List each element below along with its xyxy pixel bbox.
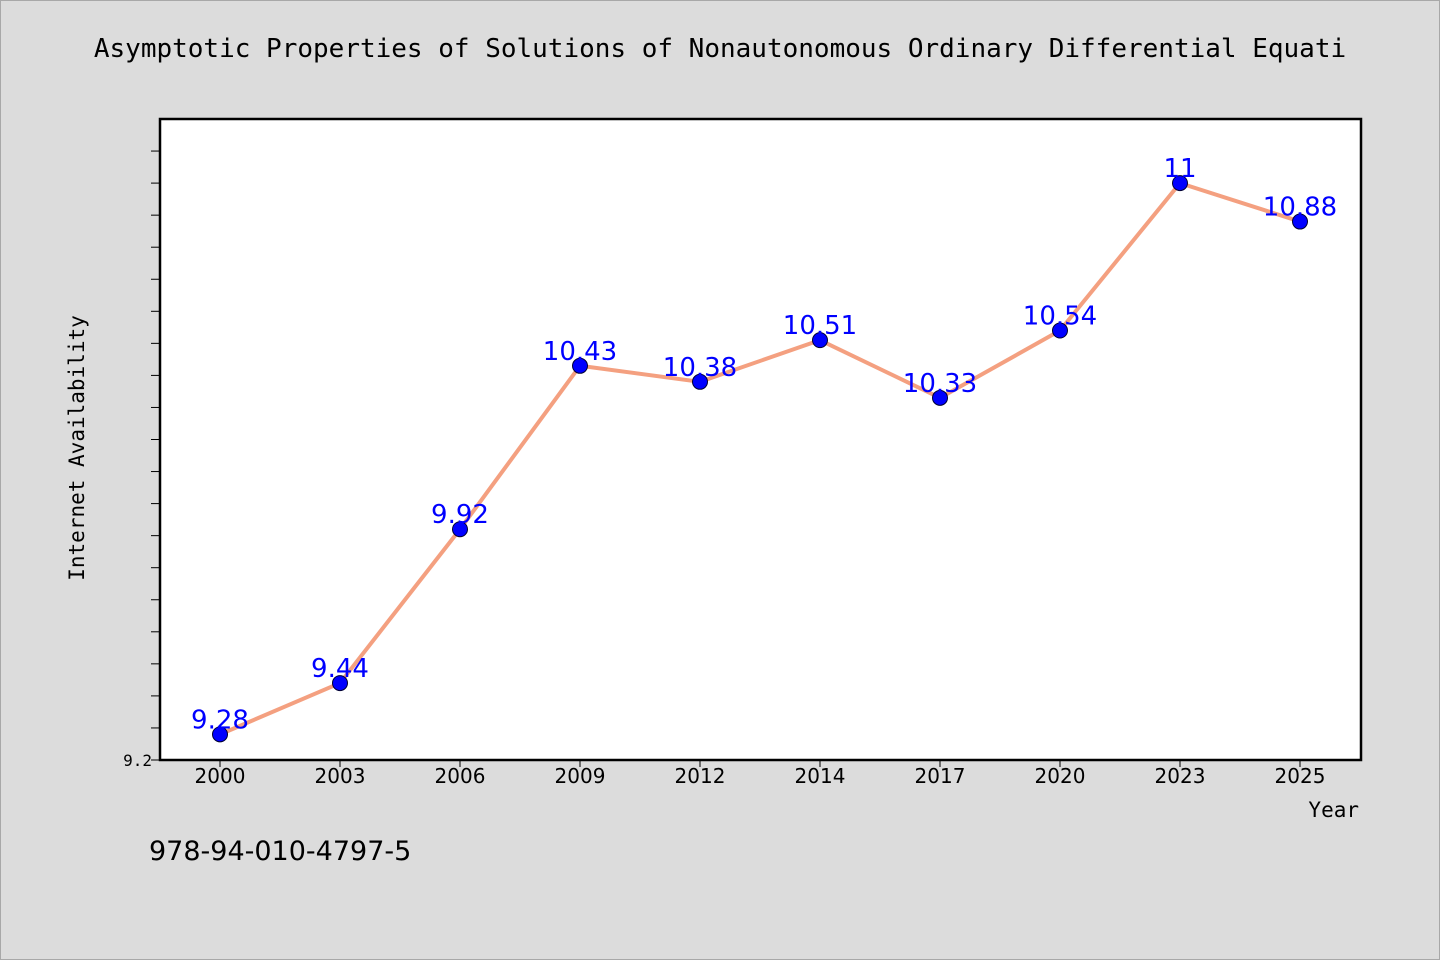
data-point <box>692 373 708 390</box>
data-label: 10.88 <box>1263 193 1337 223</box>
data-label: 11 <box>1163 154 1196 184</box>
x-tick-label: 2006 <box>435 764 486 788</box>
data-points <box>212 175 1308 743</box>
data-labels: 9.28 9.44 9.92 10.43 10.38 10.51 10.33 10.54 11 1… <box>191 154 1337 735</box>
series-line <box>219 181 1301 737</box>
data-label: 9.28 <box>191 705 249 735</box>
y-axis-label: Internet Availability <box>65 315 89 581</box>
footnote-isbn: 978-94-010-4797-5 <box>149 836 412 867</box>
data-point <box>452 521 468 538</box>
data-point <box>572 357 588 374</box>
x-tick-label: 2020 <box>1035 764 1086 788</box>
data-label: 10.33 <box>903 369 977 399</box>
x-tick-label: 2025 <box>1275 764 1326 788</box>
x-tick-label: 2000 <box>195 764 246 788</box>
data-label: 10.51 <box>783 311 857 341</box>
data-label: 9.92 <box>431 500 489 530</box>
x-axis-label: Year <box>1308 798 1359 822</box>
data-label: 10.54 <box>1023 302 1097 332</box>
x-axis-ticks: 2000 2003 2006 2009 2012 2014 2017 2020 2023 2025 <box>195 760 1326 788</box>
x-tick-label: 2023 <box>1155 764 1206 788</box>
data-point <box>212 726 228 743</box>
y-tick-label: 9.2 <box>123 751 152 770</box>
data-point <box>1292 213 1308 230</box>
x-tick-label: 2009 <box>555 764 606 788</box>
chart-title: Asymptotic Properties of Solutions of No… <box>93 34 1347 64</box>
x-tick-label: 2017 <box>915 764 966 788</box>
data-point <box>1172 175 1188 192</box>
y-axis-ticks: 9.2 <box>123 150 160 770</box>
data-point <box>332 675 348 692</box>
data-point <box>932 389 948 406</box>
x-tick-label: 2014 <box>795 764 846 788</box>
data-label: 9.44 <box>311 654 369 684</box>
x-tick-label: 2012 <box>675 764 726 788</box>
data-point <box>1052 322 1068 339</box>
series-line-group <box>219 181 1301 737</box>
data-label: 10.38 <box>663 353 737 383</box>
x-tick-label: 2003 <box>315 764 366 788</box>
data-point <box>812 332 828 349</box>
plot-area <box>158 117 1363 762</box>
data-label: 10.43 <box>543 337 617 367</box>
